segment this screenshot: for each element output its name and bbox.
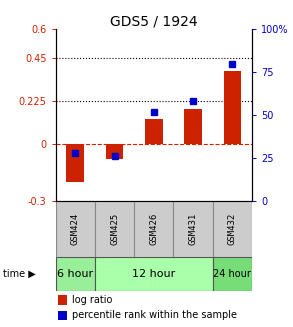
Bar bbox=[67, 144, 84, 182]
Text: 12 hour: 12 hour bbox=[132, 269, 176, 279]
Text: GSM426: GSM426 bbox=[149, 213, 158, 245]
Text: time ▶: time ▶ bbox=[3, 269, 36, 279]
Text: log ratio: log ratio bbox=[72, 295, 113, 305]
Text: GSM431: GSM431 bbox=[189, 213, 197, 245]
Bar bbox=[56, 257, 95, 291]
Text: GSM432: GSM432 bbox=[228, 213, 237, 245]
Bar bbox=[184, 110, 202, 144]
Bar bbox=[58, 295, 67, 305]
Text: percentile rank within the sample: percentile rank within the sample bbox=[72, 310, 237, 320]
Bar bbox=[95, 201, 134, 257]
Bar bbox=[56, 201, 95, 257]
Bar bbox=[145, 119, 163, 144]
Text: 24 hour: 24 hour bbox=[213, 269, 251, 279]
Bar bbox=[134, 201, 173, 257]
Bar bbox=[213, 201, 252, 257]
Bar bbox=[213, 257, 252, 291]
Bar bbox=[95, 257, 213, 291]
Text: GSM424: GSM424 bbox=[71, 213, 80, 245]
Bar bbox=[106, 144, 123, 159]
Title: GDS5 / 1924: GDS5 / 1924 bbox=[110, 14, 198, 28]
Bar bbox=[224, 71, 241, 144]
Text: 6 hour: 6 hour bbox=[57, 269, 93, 279]
Bar bbox=[58, 311, 67, 320]
Text: GSM425: GSM425 bbox=[110, 213, 119, 245]
Bar bbox=[173, 201, 213, 257]
